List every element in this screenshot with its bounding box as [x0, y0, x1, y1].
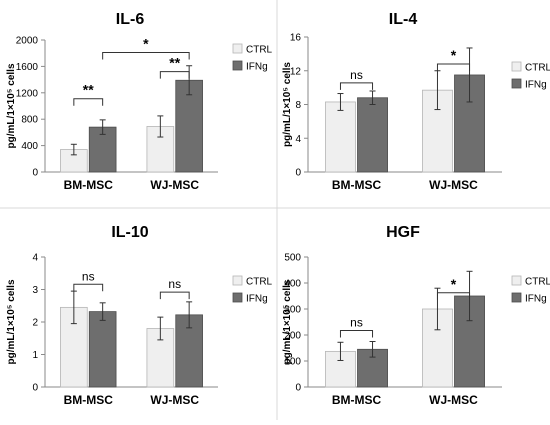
significance-bracket: [339, 82, 374, 90]
legend-label-ctrl: CTRL: [246, 277, 273, 288]
significance-label: ns: [82, 269, 95, 283]
x-tick-label: BM-MSC: [332, 178, 382, 192]
chart-title: HGF: [386, 224, 420, 241]
bar-ctrl: [146, 328, 175, 388]
y-tick-label: 1600: [16, 62, 39, 73]
significance-label: **: [169, 55, 180, 71]
bar-ifng: [357, 97, 388, 173]
significance-bracket: [102, 52, 190, 60]
y-axis-label: pg/mL/1×10⁵ cells: [282, 62, 293, 147]
y-tick-label: 2000: [16, 36, 39, 47]
bar-ifng: [175, 79, 203, 173]
x-tick-label: WJ-MSC: [429, 393, 478, 407]
y-tick-label: 2: [32, 318, 38, 329]
y-tick-label: 300: [284, 305, 301, 316]
legend-swatch-ifng: [511, 78, 522, 89]
legend-swatch-ctrl: [232, 275, 243, 286]
y-tick-label: 8: [295, 100, 301, 111]
y-tick-label: 400: [21, 141, 38, 152]
y-tick-label: 100: [284, 357, 301, 368]
bar-ifng: [88, 311, 117, 388]
significance-label: *: [451, 47, 457, 63]
legend-label-ctrl: CTRL: [246, 45, 273, 56]
legend-swatch-ctrl: [511, 61, 522, 72]
x-tick-label: BM-MSC: [64, 178, 114, 192]
legend-label-ifng: IFNg: [246, 294, 268, 305]
y-tick-label: 1200: [16, 88, 39, 99]
legend-swatch-ctrl: [232, 43, 243, 54]
y-tick-label: 0: [295, 383, 301, 394]
y-tick-label: 0: [32, 168, 38, 179]
significance-label: ns: [168, 277, 181, 291]
y-axis-label: pg/mL/1×10⁵ cells: [6, 63, 17, 148]
y-tick-label: 12: [290, 66, 302, 77]
significance-label: *: [451, 276, 457, 292]
y-tick-label: 1: [32, 350, 38, 361]
legend-swatch-ifng: [232, 60, 243, 71]
chart-title: IL-4: [389, 11, 418, 28]
x-tick-label: BM-MSC: [64, 393, 114, 407]
significance-label: *: [143, 36, 149, 52]
y-tick-label: 0: [295, 168, 301, 179]
chart-title: IL-6: [116, 11, 145, 28]
x-tick-label: WJ-MSC: [150, 178, 199, 192]
legend-label-ctrl: CTRL: [525, 277, 550, 288]
legend-swatch-ctrl: [511, 275, 522, 286]
legend-label-ctrl: CTRL: [525, 63, 550, 74]
y-tick-label: 400: [284, 279, 301, 290]
significance-label: ns: [350, 68, 363, 82]
y-tick-label: 0: [32, 383, 38, 394]
y-tick-label: 800: [21, 115, 38, 126]
legend-label-ifng: IFNg: [525, 294, 547, 305]
x-tick-label: WJ-MSC: [429, 178, 478, 192]
bar-ctrl: [325, 101, 356, 173]
x-tick-label: WJ-MSC: [150, 393, 199, 407]
y-tick-label: 500: [284, 253, 301, 264]
significance-bracket: [436, 63, 471, 71]
significance-label: **: [83, 82, 94, 98]
y-tick-label: 200: [284, 331, 301, 342]
legend-swatch-ifng: [511, 292, 522, 303]
y-axis-label: pg/mL/1×10⁵ cells: [6, 279, 17, 364]
y-tick-label: 4: [32, 253, 38, 264]
legend-swatch-ifng: [232, 292, 243, 303]
significance-bracket: [339, 329, 374, 338]
legend-label-ifng: IFNg: [246, 62, 268, 73]
y-tick-label: 4: [295, 134, 301, 145]
significance-bracket: [436, 292, 471, 300]
significance-bracket: [159, 291, 190, 300]
legend-label-ifng: IFNg: [525, 80, 547, 91]
y-axis-label: pg/mL/1×10⁵ cells: [282, 279, 293, 364]
chart-title: IL-10: [111, 224, 148, 241]
significance-label: ns: [350, 315, 363, 329]
y-tick-label: 3: [32, 285, 38, 296]
bar-ifng: [88, 126, 117, 173]
y-tick-label: 16: [290, 33, 302, 44]
significance-bracket: [159, 71, 190, 79]
significance-bracket: [73, 98, 104, 106]
significance-bracket: [73, 283, 104, 292]
x-tick-label: BM-MSC: [332, 393, 382, 407]
